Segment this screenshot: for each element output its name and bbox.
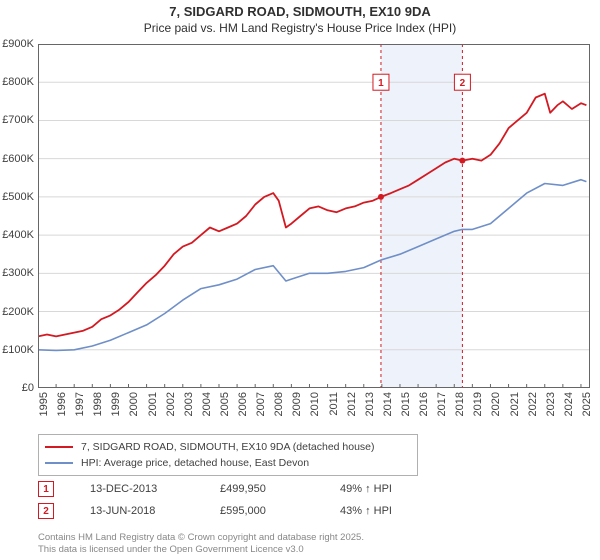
x-tick-label: 2021 [509,392,521,416]
legend-swatch [45,446,73,448]
legend-swatch [45,462,73,464]
marker-date: 13-DEC-2013 [90,483,220,495]
x-tick-label: 1996 [56,392,68,416]
marker-id-box: 2 [38,503,54,519]
x-tick-label: 2019 [472,392,484,416]
x-tick-label: 2025 [581,392,593,416]
x-tick-label: 2009 [291,392,303,416]
legend-box: 7, SIDGARD ROAD, SIDMOUTH, EX10 9DA (det… [38,434,418,476]
footer-line: Contains HM Land Registry data © Crown c… [38,532,364,544]
chart-svg: 12 [38,44,590,388]
marker-id-box: 1 [38,481,54,497]
chart-plot-area: 12 [38,44,590,388]
y-tick-label: £200K [2,306,34,318]
x-tick-label: 2011 [328,392,340,416]
footer-line: This data is licensed under the Open Gov… [38,544,364,556]
x-tick-label: 1995 [38,392,50,416]
marker-price: £595,000 [220,505,340,517]
y-tick-label: £900K [2,38,34,50]
y-tick-label: £800K [2,76,34,88]
x-tick-label: 2010 [309,392,321,416]
y-tick-label: £700K [2,114,34,126]
chart-title-line2: Price paid vs. HM Land Registry's House … [0,21,600,35]
x-tick-label: 1999 [110,392,122,416]
y-tick-label: £300K [2,267,34,279]
x-tick-label: 2024 [563,392,575,416]
x-tick-label: 2012 [346,392,358,416]
legend-label: HPI: Average price, detached house, East… [81,457,309,469]
x-tick-label: 2001 [147,392,159,416]
legend-item: HPI: Average price, detached house, East… [45,455,411,471]
x-tick-label: 2016 [418,392,430,416]
x-axis-labels: 1995 1996 1997 1998 1999 2000 2001 2002 2003 2004… [38,390,590,434]
x-tick-label: 2023 [545,392,557,416]
x-tick-label: 2022 [527,392,539,416]
chart-title-line1: 7, SIDGARD ROAD, SIDMOUTH, EX10 9DA [0,4,600,19]
svg-text:2: 2 [460,78,466,89]
marker-rows: 1 13-DEC-2013£499,95049% ↑ HPI 2 13-JUN-201… [38,478,590,522]
y-tick-label: £600K [2,153,34,165]
y-tick-label: £400K [2,229,34,241]
x-tick-label: 2003 [183,392,195,416]
y-tick-label: £0 [22,382,34,394]
legend-label: 7, SIDGARD ROAD, SIDMOUTH, EX10 9DA (det… [81,441,375,453]
x-tick-label: 2007 [255,392,267,416]
x-tick-label: 2006 [237,392,249,416]
y-tick-label: £500K [2,191,34,203]
marker-row: 1 13-DEC-2013£499,95049% ↑ HPI [38,478,590,500]
x-tick-label: 2002 [165,392,177,416]
footer-attribution: Contains HM Land Registry data © Crown c… [38,532,364,556]
x-tick-label: 2014 [382,392,394,416]
x-tick-label: 2013 [364,392,376,416]
legend-item: 7, SIDGARD ROAD, SIDMOUTH, EX10 9DA (det… [45,439,411,455]
x-tick-label: 2020 [490,392,502,416]
marker-row: 2 13-JUN-2018£595,00043% ↑ HPI [38,500,590,522]
x-tick-label: 2004 [201,392,213,416]
y-axis-labels: £0£100K£200K£300K£400K£500K£600K£700K£80… [0,44,36,388]
marker-price: £499,950 [220,483,340,495]
svg-text:1: 1 [378,78,384,89]
marker-pct: 49% ↑ HPI [340,483,480,495]
marker-pct: 43% ↑ HPI [340,505,480,517]
x-tick-label: 1998 [92,392,104,416]
x-tick-label: 2000 [128,392,140,416]
y-tick-label: £100K [2,344,34,356]
marker-date: 13-JUN-2018 [90,505,220,517]
x-tick-label: 2017 [436,392,448,416]
x-tick-label: 2018 [454,392,466,416]
x-tick-label: 2008 [273,392,285,416]
x-tick-label: 2015 [400,392,412,416]
x-tick-label: 2005 [219,392,231,416]
x-tick-label: 1997 [74,392,86,416]
